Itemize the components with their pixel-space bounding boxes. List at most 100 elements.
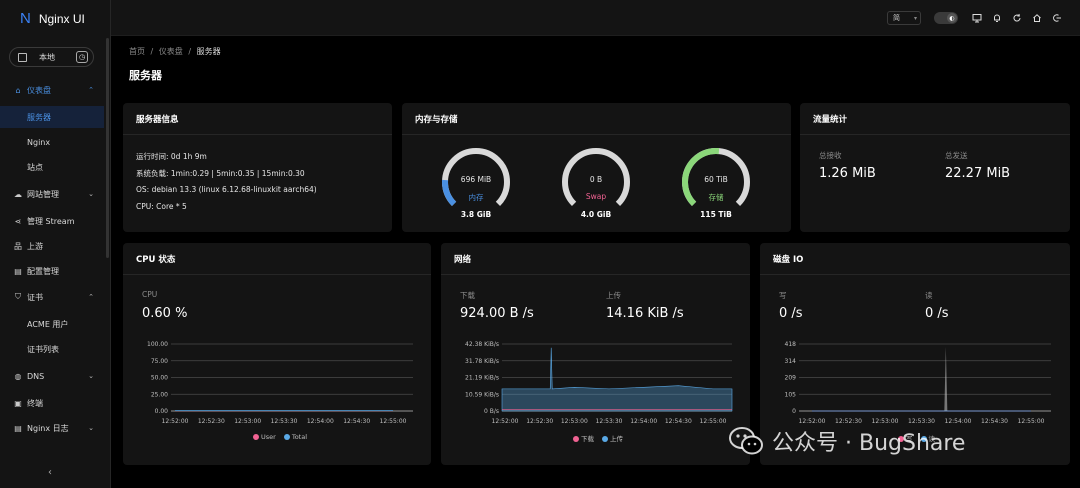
disk-io-chart: 418 314 209 105 012:52:00 12:52:30 12:53:00 12:…	[785, 341, 1051, 425]
x-tick-label: 12:55:00	[700, 418, 727, 425]
legend-dot-icon	[573, 436, 579, 442]
legend-item[interactable]: 读	[920, 433, 936, 443]
y-tick-label: 0.00	[155, 408, 169, 415]
watermark-text: 公众号 · BugShare	[772, 431, 966, 456]
network-legend: 下载 上传	[573, 433, 623, 443]
sidebar-item-label: 证书	[27, 292, 43, 302]
uptime-text: 运行时间: 0d 1h 9m	[136, 152, 207, 161]
language-select[interactable]: 简 ▾	[887, 11, 921, 25]
y-tick-label: 418	[785, 341, 797, 348]
breadcrumb-home[interactable]: 首页	[129, 47, 145, 56]
sidebar-item-5[interactable]: ⋖ 管理 Stream	[0, 210, 104, 232]
y-tick-label: 25.00	[151, 391, 168, 398]
moon-icon: ◐	[947, 13, 957, 23]
sidebar-item-6[interactable]: 品上游	[0, 235, 104, 257]
legend-item[interactable]: 写	[898, 433, 913, 443]
reload-icon[interactable]	[1010, 11, 1024, 25]
disk-io-legend: 写读	[898, 433, 935, 443]
y-tick-label: 0 B/s	[484, 408, 499, 415]
x-tick-label: 12:53:30	[596, 418, 623, 425]
monitor-icon[interactable]	[970, 11, 984, 25]
legend-label: 读	[928, 435, 936, 443]
legend-label: Total	[291, 433, 308, 441]
gauge-0: 696 MiB 内存 3.8 GiB	[440, 146, 512, 226]
gauge-label: 内存	[468, 193, 484, 202]
environment-selector[interactable]: 本地 ◷	[9, 47, 94, 67]
read-label: 读	[925, 291, 933, 300]
sidebar-item-2[interactable]: Nginx	[0, 131, 104, 153]
breadcrumb-current: 服务器	[196, 47, 221, 56]
collapse-sidebar-icon[interactable]: ‹	[48, 467, 52, 478]
cpu-legend: User Total	[253, 433, 307, 441]
sidebar-item-label: DNS	[27, 371, 45, 381]
sidebar: N Nginx UI 本地 ◷ ⌂ 仪表盘 ⌃ 服务器 Nginx 站点 ☁ 网站管理 ⌄ ⋖ 管理…	[0, 0, 111, 488]
chevron-down-icon: ▾	[913, 14, 917, 22]
page-title: 服务器	[129, 69, 162, 82]
wechat-icon	[728, 426, 764, 456]
y-tick-label: 10.59 KiB/s	[465, 391, 499, 398]
sidebar-item-7[interactable]: ▤ 配置管理	[0, 260, 104, 282]
x-tick-label: 12:55:00	[380, 418, 407, 425]
x-tick-label: 12:52:30	[835, 418, 862, 425]
gauge-fill	[682, 148, 720, 207]
sidebar-item-label: 终端	[27, 398, 43, 408]
sidebar-item-4[interactable]: ☁ 网站管理 ⌄	[0, 183, 104, 205]
traffic-title: 流量统计	[800, 103, 1070, 135]
legend-item[interactable]: 下载	[573, 433, 594, 443]
gauge-total: 3.8 GiB	[460, 210, 492, 219]
x-tick-label: 12:54:00	[945, 418, 972, 425]
watermark: 公众号 · BugShare	[728, 425, 965, 457]
legend-label: User	[261, 433, 276, 441]
bell-icon[interactable]	[990, 11, 1004, 25]
sidebar-scrollbar[interactable]	[106, 38, 109, 258]
sidebar-item-9[interactable]: ACME 用户	[0, 313, 104, 335]
sidebar-item-8[interactable]: ⛉ 证书 ⌃	[0, 286, 104, 308]
sidebar-item-12[interactable]: ▣ 终端	[0, 392, 104, 414]
download-label: 下载	[460, 291, 475, 300]
sidebar-item-label: 上游	[27, 241, 43, 251]
sidebar-item-label: 配置管理	[27, 266, 59, 276]
sidebar-item-0[interactable]: ⌂ 仪表盘 ⌃	[0, 79, 104, 101]
cpu-value: 0.60 %	[142, 306, 188, 321]
chevron-up-icon: ⌃	[88, 86, 94, 94]
server-info-title: 服务器信息	[123, 103, 392, 135]
logout-icon[interactable]	[1050, 11, 1064, 25]
sidebar-item-label: 服务器	[27, 112, 51, 122]
write-value: 0 /s	[779, 306, 803, 321]
app-title: Nginx UI	[38, 11, 85, 26]
switch-environment-icon[interactable]: ◷	[76, 51, 88, 63]
disk-io-card: 磁盘 IO 写 0 /s 读 0 /s 418 314 209 105 0 12:52:0…	[760, 243, 1070, 465]
write-label: 写	[779, 291, 787, 300]
total-sent-value: 22.27 MiB	[945, 166, 1011, 181]
x-tick-label: 12:52:30	[526, 418, 553, 425]
sidebar-item-11[interactable]: ◍ DNS ⌄	[0, 365, 104, 387]
x-tick-label: 12:54:00	[630, 418, 657, 425]
legend-item[interactable]: User	[253, 433, 276, 441]
x-tick-label: 12:52:00	[492, 418, 519, 425]
gauge-total: 4.0 GiB	[580, 210, 612, 219]
terminal-icon: ▣	[14, 398, 22, 408]
cpu-card: CPU 状态 CPU 0.60 % 100.00 75.00 50.00 25.00 0…	[123, 243, 431, 465]
upload-value: 14.16 KiB /s	[606, 306, 684, 321]
sidebar-item-13[interactable]: ▤ Nginx 日志 ⌄	[0, 417, 104, 439]
logo[interactable]: N Nginx UI	[20, 10, 85, 27]
legend-item[interactable]: 上传	[602, 433, 623, 443]
sidebar-item-10[interactable]: 证书列表	[0, 338, 104, 360]
x-tick-label: 12:52:30	[198, 418, 225, 425]
home-icon[interactable]	[1030, 11, 1044, 25]
legend-label: 写	[906, 435, 913, 443]
legend-item[interactable]: Total	[283, 433, 308, 441]
sidebar-item-3[interactable]: 站点	[0, 156, 104, 178]
sidebar-item-1[interactable]: 服务器	[0, 106, 104, 128]
gauge-value: 0 B	[589, 175, 603, 184]
theme-toggle[interactable]: ◐	[934, 12, 958, 24]
sidebar-item-label: 站点	[27, 162, 43, 172]
breadcrumb-dashboard[interactable]: 仪表盘	[158, 47, 183, 56]
network-card: 网络 下载 924.00 B /s 上传 14.16 KiB /s 42.38 …	[441, 243, 750, 465]
x-tick-label: 12:52:00	[162, 418, 189, 425]
cpu-label: CPU	[142, 290, 158, 299]
sidebar-item-label: ACME 用户	[27, 319, 69, 329]
legend-dot-icon	[602, 436, 608, 442]
read-value: 0 /s	[925, 306, 949, 321]
top-bar: 简 ▾ ◐	[111, 0, 1080, 36]
